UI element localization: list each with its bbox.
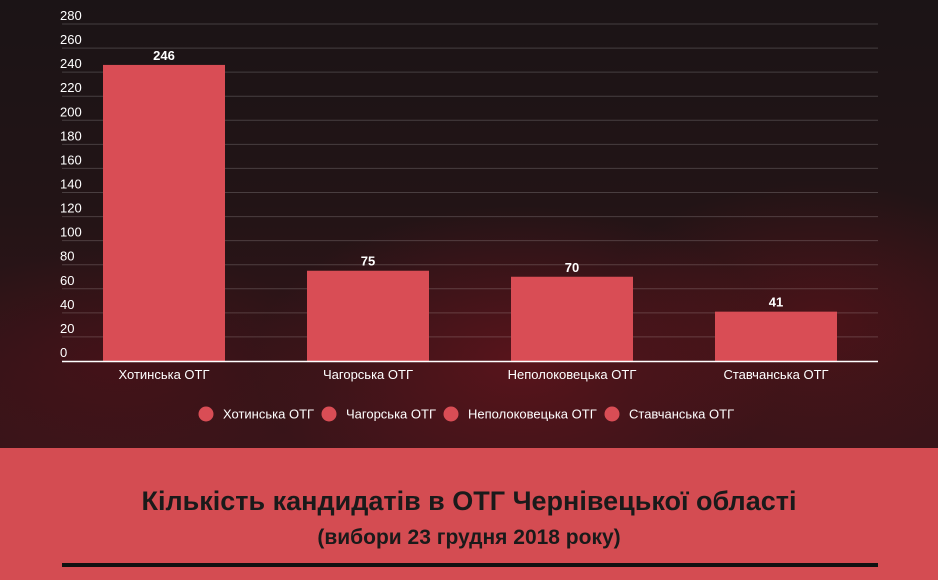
divider-line bbox=[62, 563, 878, 567]
bar bbox=[103, 64, 225, 362]
legend-label: Неполоковецька ОТГ bbox=[468, 407, 597, 422]
y-tick-label: 240 bbox=[60, 56, 82, 71]
legend-marker bbox=[604, 406, 620, 422]
chart-title: Кількість кандидатів в ОТГ Чернівецької … bbox=[141, 486, 797, 516]
chart-subtitle: (вибори 23 грудня 2018 року) bbox=[317, 526, 621, 549]
y-tick-label: 20 bbox=[60, 321, 74, 336]
data-label: 75 bbox=[361, 254, 375, 269]
x-category-label: Неполоковецька ОТГ bbox=[508, 367, 637, 382]
data-label: 246 bbox=[153, 48, 175, 63]
y-tick-label: 200 bbox=[60, 104, 82, 119]
y-tick-label: 60 bbox=[60, 273, 74, 288]
y-tick-label: 0 bbox=[60, 345, 67, 360]
y-tick-label: 80 bbox=[60, 249, 74, 264]
y-tick-label: 280 bbox=[60, 8, 82, 23]
y-tick-label: 40 bbox=[60, 297, 74, 312]
x-category-label: Ставчанська ОТГ bbox=[723, 367, 828, 382]
y-tick-label: 140 bbox=[60, 177, 82, 192]
legend-label: Чагорська ОТГ bbox=[346, 407, 436, 422]
data-label: 70 bbox=[565, 260, 579, 275]
y-tick-label: 260 bbox=[60, 32, 82, 47]
y-tick-label: 120 bbox=[60, 201, 82, 216]
legend-label: Ставчанська ОТГ bbox=[629, 407, 734, 422]
bar bbox=[307, 270, 429, 361]
bar bbox=[715, 311, 837, 361]
bar bbox=[511, 276, 633, 361]
x-category-label: Хотинська ОТГ bbox=[118, 367, 209, 382]
y-tick-label: 220 bbox=[60, 80, 82, 95]
y-tick-label: 180 bbox=[60, 128, 82, 143]
y-tick-label: 160 bbox=[60, 152, 82, 167]
legend-marker bbox=[321, 406, 337, 422]
data-label: 41 bbox=[769, 295, 783, 310]
legend-marker bbox=[198, 406, 214, 422]
legend-marker bbox=[443, 406, 459, 422]
bar-chart: 020406080100120140160180200220240260280 … bbox=[60, 8, 878, 422]
legend-label: Хотинська ОТГ bbox=[223, 407, 314, 422]
x-category-label: Чагорська ОТГ bbox=[323, 367, 413, 382]
y-tick-label: 100 bbox=[60, 225, 82, 240]
title-banner: Кількість кандидатів в ОТГ Чернівецької … bbox=[0, 448, 938, 580]
